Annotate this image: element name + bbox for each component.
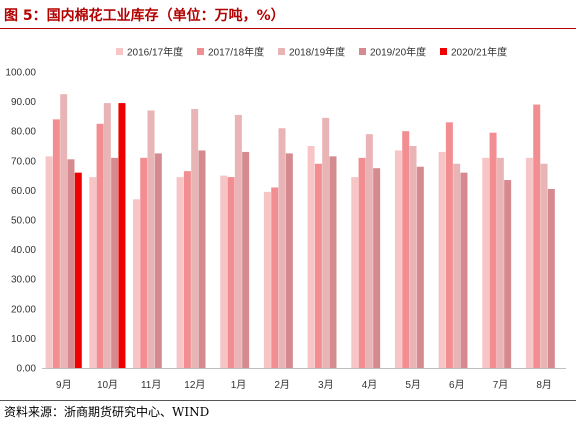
bar xyxy=(416,166,424,368)
x-tick-label: 8月 xyxy=(536,379,552,391)
y-tick-label: 100.00 xyxy=(5,68,36,79)
bar xyxy=(154,153,162,368)
x-tick-label: 3月 xyxy=(318,379,334,391)
y-tick-label: 50.00 xyxy=(11,216,36,227)
bar xyxy=(140,157,148,368)
x-axis: 9月 10月 11月 12月 1月 2月 3月 4月 5月 6月 7月 8月 xyxy=(42,368,566,391)
y-tick-label: 60.00 xyxy=(11,186,36,197)
bar xyxy=(234,114,242,368)
legend: 2016/17年度 2017/18年度 2018/19年度 2019/20年度 2020… xyxy=(116,46,507,59)
bar xyxy=(322,117,330,368)
legend-swatch xyxy=(116,48,123,55)
bar xyxy=(118,103,126,368)
bar xyxy=(504,180,512,368)
x-tick-label: 4月 xyxy=(362,379,378,391)
legend-label: 2016/17年度 xyxy=(127,46,183,59)
bar xyxy=(103,103,111,368)
bar xyxy=(285,153,293,368)
figure-title: 图 5：国内棉花工业库存（单位：万吨，%） xyxy=(4,8,285,24)
bar xyxy=(365,134,373,368)
legend-label: 2020/21年度 xyxy=(451,46,507,59)
bar xyxy=(52,119,60,368)
y-tick-label: 90.00 xyxy=(11,97,36,108)
bar xyxy=(132,199,140,368)
title-rule xyxy=(0,28,576,29)
bar xyxy=(547,188,555,368)
bar xyxy=(445,122,453,368)
legend-swatch xyxy=(359,48,366,55)
bar xyxy=(89,177,97,368)
bar xyxy=(147,110,155,368)
bar xyxy=(220,175,228,368)
bar xyxy=(191,109,199,368)
y-axis: 0.00 10.00 20.00 30.00 40.00 50.00 60.00 70.00 8… xyxy=(5,68,36,375)
legend-label: 2019/20年度 xyxy=(370,46,426,59)
legend-label: 2017/18年度 xyxy=(208,46,264,59)
x-tick-label: 9月 xyxy=(56,379,72,391)
bar xyxy=(60,94,68,368)
bar xyxy=(460,172,468,368)
bar xyxy=(482,157,490,368)
bar xyxy=(402,131,410,368)
x-tick-label: 6月 xyxy=(449,379,465,391)
bar xyxy=(329,156,337,368)
x-tick-label: 5月 xyxy=(405,379,421,391)
bar xyxy=(525,157,533,368)
bar xyxy=(373,168,381,368)
bar xyxy=(271,187,279,368)
bar xyxy=(242,151,250,368)
bar xyxy=(394,150,402,368)
bars xyxy=(45,94,555,368)
bar xyxy=(307,146,315,368)
x-tick-label: 12月 xyxy=(184,379,205,391)
bar xyxy=(409,146,417,368)
legend-swatch xyxy=(278,48,285,55)
bar xyxy=(489,132,497,368)
source-rule xyxy=(0,400,576,401)
bar xyxy=(314,163,322,368)
bar xyxy=(227,177,235,368)
bar xyxy=(96,123,104,368)
bar xyxy=(358,157,366,368)
bar xyxy=(540,163,548,368)
legend-swatch xyxy=(197,48,204,55)
bar xyxy=(351,177,359,368)
bar xyxy=(533,104,541,368)
bar xyxy=(111,157,119,368)
x-tick-label: 2月 xyxy=(274,379,290,391)
bar xyxy=(438,151,446,368)
bar xyxy=(45,156,53,368)
y-tick-label: 30.00 xyxy=(11,275,36,286)
bar xyxy=(74,172,82,368)
bar xyxy=(453,163,461,368)
bar xyxy=(176,177,184,368)
x-tick-label: 10月 xyxy=(97,379,118,391)
bar xyxy=(183,171,191,368)
bar xyxy=(278,128,286,368)
y-tick-label: 10.00 xyxy=(11,334,36,345)
bar xyxy=(496,157,504,368)
legend-label: 2018/19年度 xyxy=(289,46,345,59)
bar xyxy=(67,159,75,368)
x-tick-label: 7月 xyxy=(493,379,509,391)
bar xyxy=(198,150,206,368)
bar xyxy=(263,191,271,368)
legend-swatch xyxy=(440,48,447,55)
y-tick-label: 80.00 xyxy=(11,127,36,138)
source-note: 资料来源：浙商期货研究中心、WIND xyxy=(4,405,210,419)
bar-chart: 2016/17年度 2017/18年度 2018/19年度 2019/20年度 2020… xyxy=(5,46,566,391)
x-tick-label: 1月 xyxy=(231,379,247,391)
y-tick-label: 0.00 xyxy=(17,364,37,375)
y-tick-label: 20.00 xyxy=(11,304,36,315)
y-tick-label: 40.00 xyxy=(11,245,36,256)
y-tick-label: 70.00 xyxy=(11,156,36,167)
x-tick-label: 11月 xyxy=(141,379,161,391)
